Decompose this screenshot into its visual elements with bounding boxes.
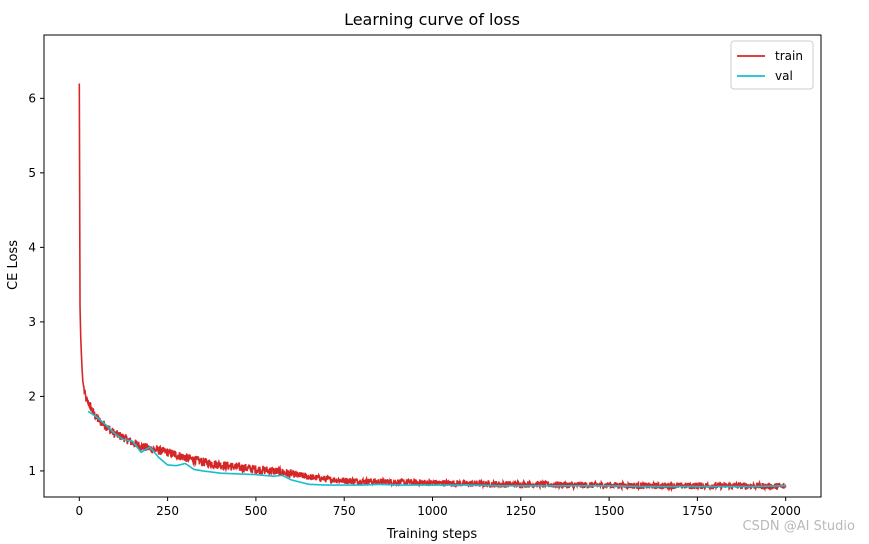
x-tick-label: 500 [244, 504, 267, 518]
y-tick-label: 3 [28, 315, 36, 329]
x-tick-label: 250 [156, 504, 179, 518]
legend-label-val: val [775, 69, 793, 83]
plot-frame [43, 34, 822, 498]
legend-box [730, 40, 814, 90]
watermark: CSDN @AI Studio [742, 519, 855, 534]
x-tick-label: 1500 [594, 504, 625, 518]
x-tick-label: 0 [75, 504, 83, 518]
chart-title: Learning curve of loss [344, 10, 520, 29]
y-tick-label: 6 [28, 91, 36, 105]
x-axis-label: Training steps [386, 527, 478, 542]
y-tick-label: 5 [28, 166, 36, 180]
x-tick-label: 1750 [682, 504, 713, 518]
y-tick-label: 4 [28, 240, 36, 254]
x-tick-label: 1000 [417, 504, 448, 518]
series-line-val [87, 410, 786, 488]
series-line-train [78, 83, 787, 493]
legend-label-train: train [775, 49, 803, 63]
x-tick-label: 1250 [506, 504, 537, 518]
x-tick-label: 2000 [770, 504, 801, 518]
y-axis-label: CE Loss [6, 240, 21, 290]
x-tick-label: 750 [333, 504, 356, 518]
y-tick-label: 2 [28, 389, 36, 403]
y-tick-label: 1 [28, 464, 36, 478]
